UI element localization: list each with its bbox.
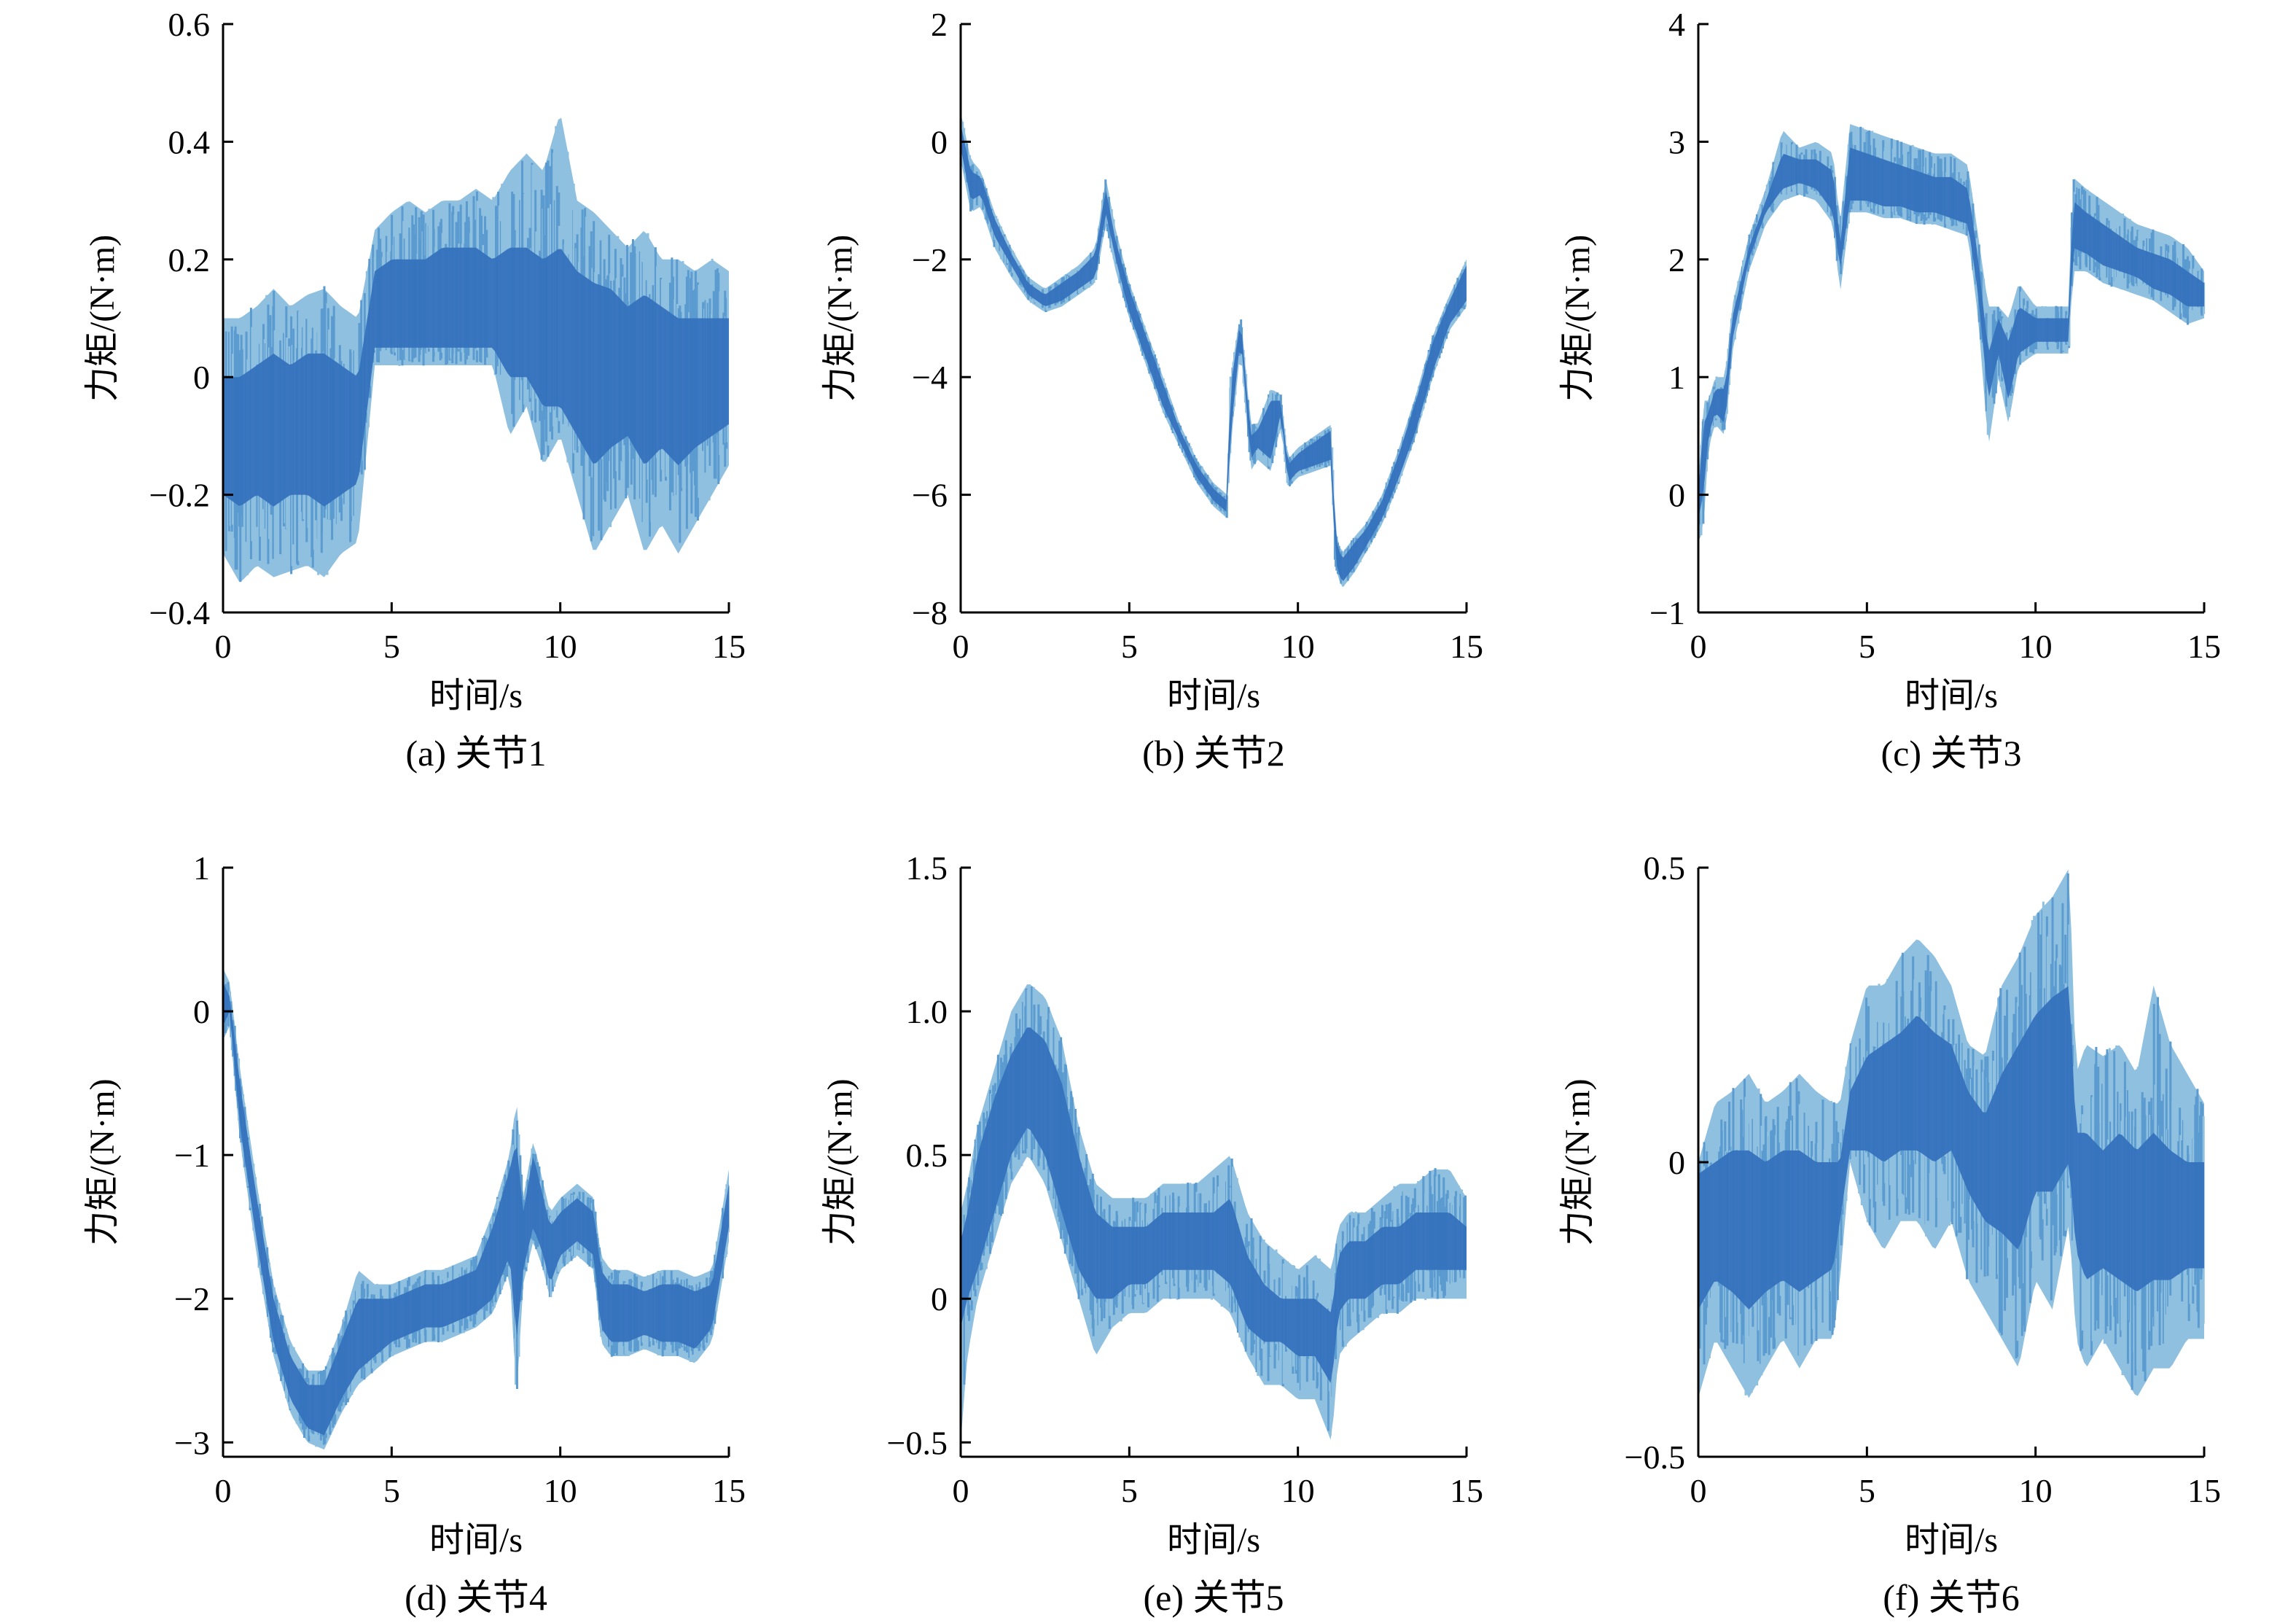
y-axis-title: 力矩/(N·m) xyxy=(83,235,122,402)
x-tick-label: 10 xyxy=(2019,1472,2053,1509)
y-tick-label: 0.5 xyxy=(1644,849,1686,887)
y-tick-label: 2 xyxy=(931,6,948,43)
panel-1: 0 5 10 15 −0.4 −0.2 0 0.2 0.4 0.6 力矩/(N·m) 时间/s (a) … xyxy=(83,6,746,774)
y-axis-title: 力矩/(N·m) xyxy=(821,1078,859,1245)
x-tick-label: 5 xyxy=(383,1472,400,1509)
y-tick-label: −4 xyxy=(912,359,948,396)
panel-6: 0 5 10 15−0.500.5力矩/(N·m)时间/s(f) 关节6 xyxy=(1558,849,2221,1618)
torque-band-series xyxy=(960,112,1467,588)
x-tick-label: 10 xyxy=(544,628,577,665)
y-tick-label: 0 xyxy=(1668,477,1685,514)
panel-caption: (d) 关节4 xyxy=(405,1577,547,1618)
y-tick-label: −2 xyxy=(174,1280,210,1318)
y-tick-label: −0.4 xyxy=(149,594,210,631)
y-tick-label: 4 xyxy=(1668,6,1685,43)
core-band xyxy=(223,247,729,507)
y-tick-label: 1.5 xyxy=(906,849,948,887)
x-tick-label: 0 xyxy=(953,1472,969,1509)
x-tick-label: 0 xyxy=(953,628,969,665)
core-band xyxy=(1698,986,2204,1309)
x-axis-title: 时间/s xyxy=(429,1521,523,1560)
panel-5: 0 5 10 15−0.500.51.01.5力矩/(N·m)时间/s(e) 关节5 xyxy=(821,849,1483,1618)
y-tick-label: −0.2 xyxy=(149,477,210,514)
x-tick-label: 5 xyxy=(383,628,400,665)
torque-band-series xyxy=(1697,124,2206,542)
x-tick-label: 5 xyxy=(1121,628,1138,665)
y-tick-label: −2 xyxy=(912,241,948,279)
core-band xyxy=(1698,147,2204,518)
x-tick-label: 5 xyxy=(1859,1472,1875,1509)
y-tick-label: 0 xyxy=(931,123,948,160)
y-tick-label: −3 xyxy=(174,1424,210,1461)
panel-4: 0 5 10 15 −3 −2 −1 0 1 力矩/(N·m) 时间/s (d) 关节4 xyxy=(83,849,746,1618)
y-axis-title: 力矩/(N·m) xyxy=(1558,235,1597,402)
y-tick-label: 0.5 xyxy=(906,1137,948,1174)
x-tick-label: 10 xyxy=(1281,1472,1315,1509)
x-tick-label: 15 xyxy=(2187,628,2221,665)
panel-caption: (b) 关节2 xyxy=(1142,733,1285,774)
y-tick-label: 0 xyxy=(1668,1144,1685,1181)
y-tick-label: −1 xyxy=(1649,594,1685,631)
x-tick-label: 0 xyxy=(1690,628,1707,665)
y-tick-label: −8 xyxy=(912,594,948,631)
x-axis-title: 时间/s xyxy=(1905,677,1998,715)
x-tick-label: 15 xyxy=(712,1472,746,1509)
x-axis-title: 时间/s xyxy=(429,677,523,715)
y-tick-label: 0.4 xyxy=(168,123,211,160)
y-tick-label: 0 xyxy=(193,359,210,396)
x-tick-label: 0 xyxy=(215,1472,232,1509)
envelope-band xyxy=(961,112,1467,588)
panel-caption: (c) 关节3 xyxy=(1881,733,2022,774)
x-tick-label: 15 xyxy=(712,628,746,665)
panel-caption: (f) 关节6 xyxy=(1883,1577,2019,1618)
y-tick-label: 0.2 xyxy=(168,241,211,279)
x-axis-title: 时间/s xyxy=(1167,1521,1260,1560)
x-tick-label: 15 xyxy=(1450,1472,1483,1509)
y-tick-label: −1 xyxy=(174,1137,210,1174)
y-tick-label: −0.5 xyxy=(1625,1439,1685,1476)
y-axis-title: 力矩/(N·m) xyxy=(83,1078,122,1245)
y-tick-label: 0.6 xyxy=(168,6,211,43)
torque-band-series xyxy=(222,117,730,583)
y-tick-label: −0.5 xyxy=(887,1424,948,1461)
y-tick-label: 3 xyxy=(1668,123,1685,160)
y-tick-label: 0 xyxy=(931,1280,948,1318)
x-tick-label: 5 xyxy=(1121,1472,1138,1509)
x-tick-label: 15 xyxy=(1450,628,1483,665)
x-tick-label: 10 xyxy=(544,1472,577,1509)
panel-caption: (a) 关节1 xyxy=(406,733,547,774)
y-tick-label: 1 xyxy=(1668,359,1685,396)
y-tick-label: −6 xyxy=(912,477,948,514)
y-tick-label: 2 xyxy=(1668,241,1685,279)
y-tick-label: 1.0 xyxy=(906,993,948,1030)
panel-2: 0 5 10 15 −8 −6 −4 −2 0 2 力矩/(N·m) 时间/s (b) 关节2 xyxy=(821,6,1483,774)
x-tick-label: 0 xyxy=(1690,1472,1707,1509)
torque-band-series xyxy=(222,968,730,1450)
x-tick-label: 10 xyxy=(2019,628,2053,665)
y-axis-title: 力矩/(N·m) xyxy=(821,235,859,402)
x-tick-label: 0 xyxy=(215,628,232,665)
core-band xyxy=(223,982,729,1436)
x-tick-label: 15 xyxy=(2187,1472,2221,1509)
torque-band-series xyxy=(959,984,1467,1443)
panel-caption: (e) 关节5 xyxy=(1144,1577,1284,1618)
x-axis-title: 时间/s xyxy=(1167,677,1260,715)
x-tick-label: 10 xyxy=(1281,628,1315,665)
y-tick-label: 0 xyxy=(193,993,210,1030)
torque-band-series xyxy=(1698,869,2205,1398)
core-band xyxy=(961,124,1467,582)
x-axis-title: 时间/s xyxy=(1905,1521,1998,1560)
x-tick-label: 5 xyxy=(1859,628,1875,665)
core-band xyxy=(961,1027,1467,1383)
y-axis-title: 力矩/(N·m) xyxy=(1558,1078,1597,1245)
y-tick-label: 1 xyxy=(193,849,210,887)
